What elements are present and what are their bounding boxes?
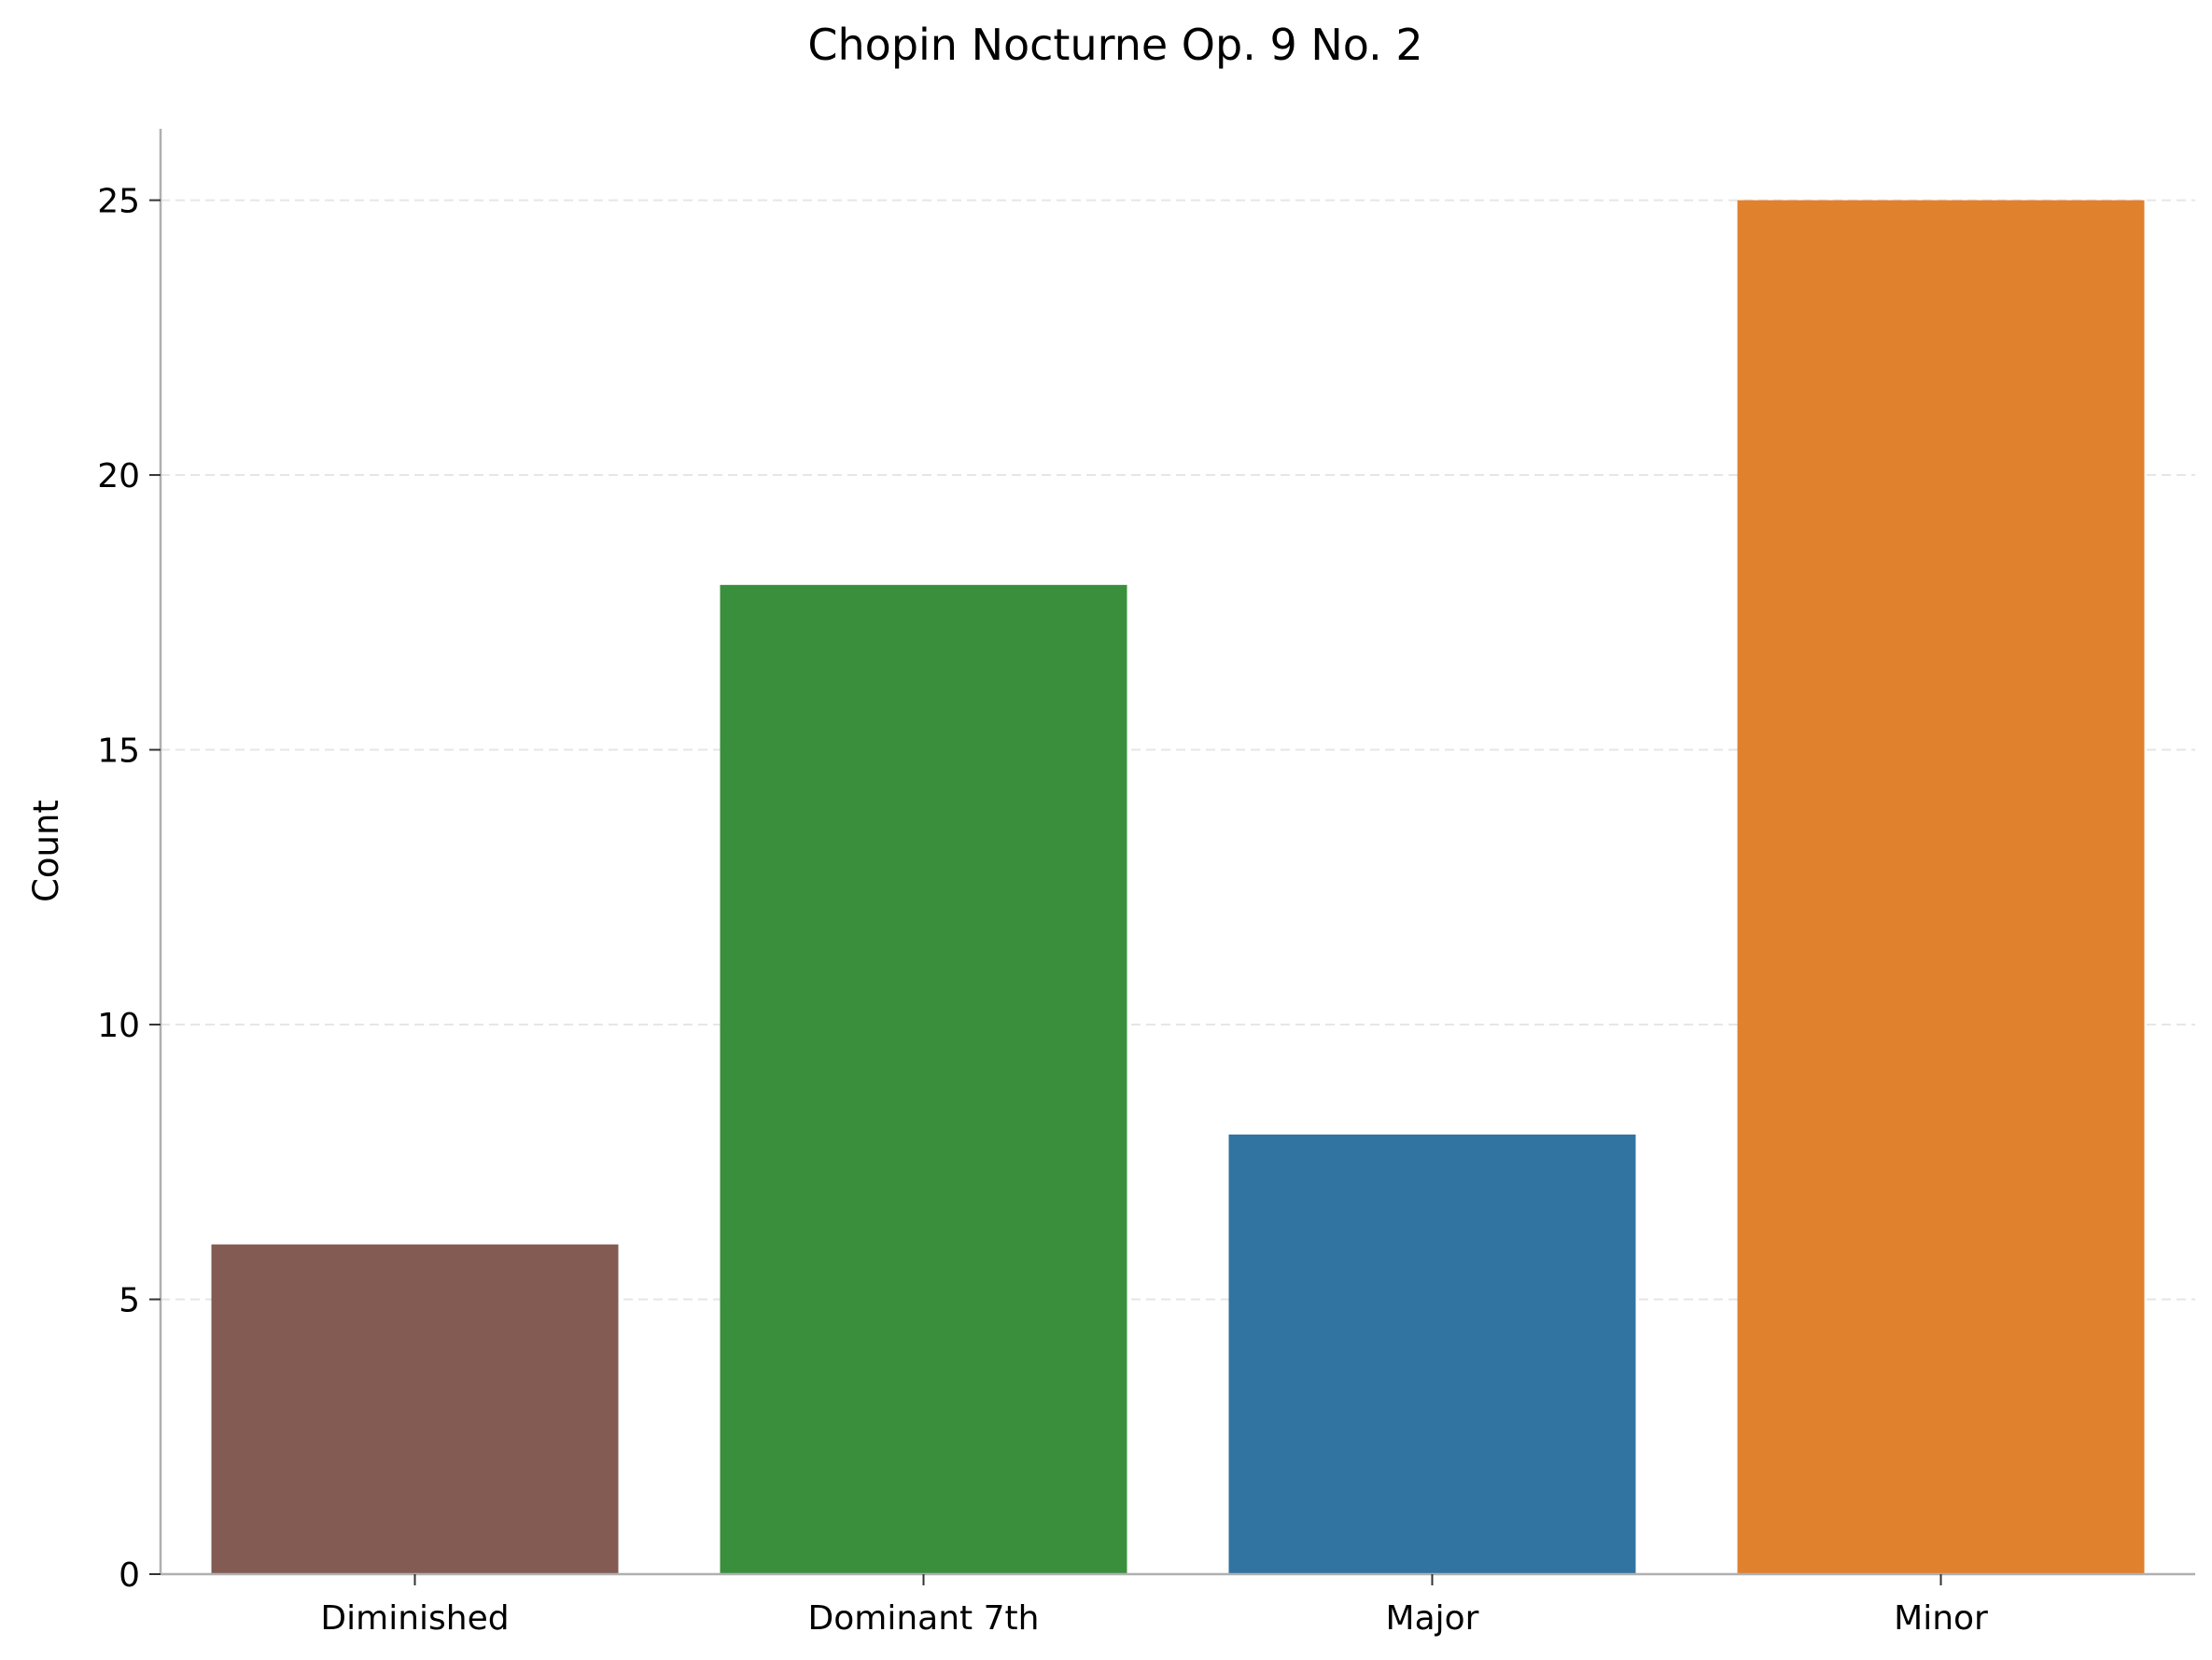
y-tick-label-5: 25 [97,183,140,221]
bar-minor [1737,200,2145,1575]
bar-diminished [211,1244,619,1574]
x-tick-label-1: Dominant 7th [808,1599,1040,1638]
bar-major [1228,1134,1636,1574]
y-tick-label-2: 10 [97,1007,140,1045]
axes-layer [159,129,2195,1576]
y-tick-label-0: 0 [119,1556,140,1595]
y-tick-label-4: 20 [97,457,140,495]
y-axis-label: Count [26,800,66,902]
x-tick-label-3: Minor [1894,1599,1988,1638]
chart-title: Chopin Nocturne Op. 9 No. 2 [807,20,1422,70]
y-tick-label-1: 5 [119,1282,140,1320]
x-tick-label-0: Diminished [320,1599,509,1638]
y-tick-label-3: 15 [97,732,140,771]
y-ticks: 0 5 10 15 20 25 [97,183,161,1595]
bar-dominant-7th [720,584,1127,1574]
x-ticks: Diminished Dominant 7th Major Minor [320,1574,1988,1638]
x-tick-label-2: Major [1386,1599,1479,1638]
bars-layer [211,200,2145,1575]
